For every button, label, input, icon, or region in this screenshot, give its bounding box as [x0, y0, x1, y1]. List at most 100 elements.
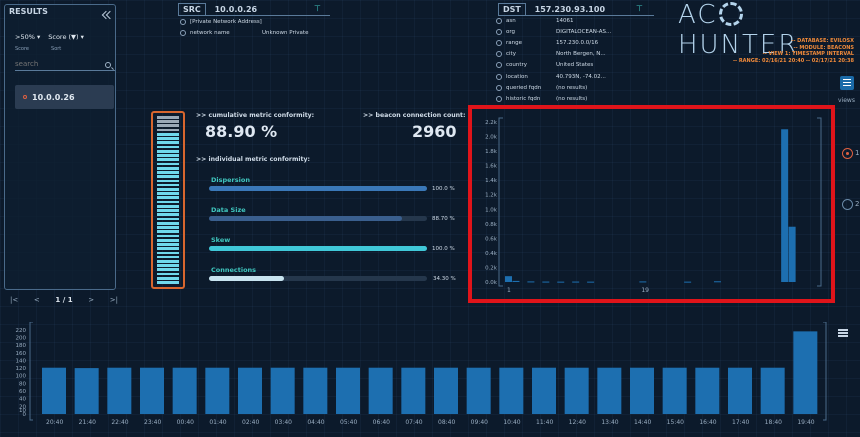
- sort-label: Sort: [51, 46, 62, 52]
- gauge-segment: [157, 200, 179, 204]
- skew-bar: [209, 246, 427, 251]
- gauge-segment: [157, 247, 179, 250]
- info-icon[interactable]: [496, 84, 502, 91]
- gauge-segment: [157, 226, 179, 229]
- result-item[interactable]: 10.0.0.26: [15, 85, 114, 109]
- data-size-label: Data Size: [211, 206, 246, 214]
- gauge-segment: [157, 166, 179, 170]
- x-tick-label: 1: [507, 287, 511, 292]
- dst-info-value: 157.230.0.0/16: [556, 39, 599, 46]
- views-menu-button[interactable]: [840, 76, 854, 90]
- timeline-bar: [74, 368, 99, 414]
- src-filter-icon[interactable]: ⊤: [314, 4, 321, 13]
- histogram-bar: [542, 281, 550, 283]
- info-icon[interactable]: [496, 51, 502, 58]
- chart-bracket-right: [817, 117, 822, 287]
- x-tick-label: 18:40: [765, 419, 782, 426]
- gauge-segment: [157, 243, 179, 246]
- info-icon[interactable]: [180, 29, 186, 36]
- src-divider: [178, 15, 330, 16]
- result-item-label: 10.0.0.26: [32, 92, 75, 102]
- dataset-meta: -- DATABASE: EVILOSX -- MODULE: BEACONS …: [733, 38, 854, 64]
- gauge-segment: [157, 158, 179, 162]
- beacon-count-value: 2960: [412, 122, 457, 141]
- timeline-bar: [401, 367, 426, 414]
- gauge-segment: [157, 124, 179, 128]
- y-tick-label: 2.0k: [485, 135, 498, 141]
- gauge-segment: [157, 141, 179, 145]
- view-1-radio[interactable]: [842, 148, 853, 159]
- info-icon[interactable]: [496, 62, 502, 69]
- meta-range: -- RANGE: 02/16/21 20:40 -- 02/17/21 20:…: [732, 57, 854, 64]
- search-input[interactable]: [15, 57, 115, 71]
- info-icon[interactable]: [496, 39, 502, 46]
- x-tick-label: 03:40: [275, 419, 292, 426]
- timeline-bar: [695, 367, 720, 414]
- gauge-segment: [157, 183, 179, 187]
- timeline-bar: [205, 367, 230, 414]
- src-info-key: network name: [190, 29, 230, 36]
- x-tick-label: 15:40: [667, 419, 684, 426]
- last-page-button[interactable]: >|: [109, 296, 118, 304]
- y-tick-label: 0.6k: [485, 236, 498, 242]
- sort-select[interactable]: Score (▼) ▾: [48, 33, 84, 41]
- gauge-segment: [157, 132, 179, 136]
- view-selector-rail: [832, 118, 852, 228]
- search-icon[interactable]: [105, 62, 111, 68]
- x-tick-label: 21:40: [79, 419, 96, 426]
- timeline-bar: [499, 367, 524, 414]
- timeline-bar: [303, 367, 328, 414]
- info-icon[interactable]: [496, 95, 502, 102]
- dst-info-key: city: [506, 51, 516, 58]
- y-tick-label: 220: [16, 328, 27, 334]
- first-page-button[interactable]: |<: [10, 296, 19, 304]
- chart-menu-icon[interactable]: [838, 329, 848, 337]
- dst-info-value: 14061: [556, 17, 574, 24]
- x-tick-label: 04:40: [307, 419, 324, 426]
- prev-page-button[interactable]: <: [33, 296, 40, 304]
- results-panel: RESULTS >50% ▾ Score (▼) ▾ Score Sort 10…: [4, 4, 116, 290]
- info-icon[interactable]: [180, 18, 186, 25]
- gauge-segment: [157, 154, 179, 157]
- chart-bracket-left: [29, 322, 33, 421]
- y-tick-label: 1.0k: [485, 207, 498, 213]
- gauge-segment: [157, 187, 179, 191]
- dispersion-pct: 100.0 %: [432, 186, 455, 192]
- dst-filter-icon[interactable]: ⊤: [636, 4, 643, 13]
- dst-info-value: North Bergen, N...: [556, 51, 606, 58]
- histogram-bar: [512, 280, 520, 282]
- data-size-bar-fill: [209, 216, 403, 221]
- collapse-panel-icon[interactable]: [101, 11, 115, 21]
- x-tick-label: 05:40: [340, 419, 357, 426]
- conformity-gauge: [151, 111, 185, 289]
- chart-bracket-left: [498, 117, 503, 287]
- timeline-bar: [172, 367, 197, 414]
- y-tick-label: 0.8k: [485, 222, 498, 228]
- dst-info-value: 40.793N, -74.02...: [556, 73, 606, 80]
- dst-info-row: historic fqdn (no results): [496, 93, 611, 104]
- gauge-segment: [157, 264, 179, 267]
- info-icon[interactable]: [496, 28, 502, 35]
- y-tick-label: 0: [23, 412, 27, 418]
- view-2-radio[interactable]: [842, 199, 853, 210]
- dst-info-row: range 157.230.0.0/16: [496, 37, 611, 48]
- gauge-segment: [157, 192, 179, 195]
- skew-label: Skew: [211, 236, 231, 244]
- x-tick-label: 02:40: [242, 419, 259, 426]
- dispersion-label: Dispersion: [211, 176, 250, 184]
- score-filter-select[interactable]: >50% ▾: [15, 33, 41, 41]
- y-tick-label: 1.2k: [485, 193, 498, 199]
- info-icon[interactable]: [496, 73, 502, 80]
- next-page-button[interactable]: >: [88, 296, 95, 304]
- x-tick-label: 20:40: [46, 419, 63, 426]
- x-tick-label: 10:40: [503, 419, 520, 426]
- info-icon[interactable]: [496, 17, 502, 24]
- dst-header: DST 157.230.93.100: [498, 3, 605, 15]
- gear-logo-icon: [719, 2, 744, 26]
- dst-info-value: (no results): [556, 95, 588, 102]
- histogram-bar: [788, 226, 796, 282]
- timeline-bar: [434, 367, 458, 414]
- timeline-bar: [532, 367, 556, 414]
- x-tick-label: 16:40: [699, 419, 716, 426]
